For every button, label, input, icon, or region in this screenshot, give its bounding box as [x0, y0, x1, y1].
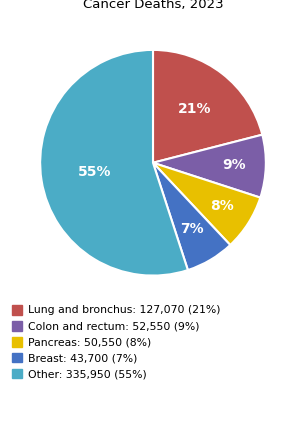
Title: Cancer Deaths, 2023: Cancer Deaths, 2023	[83, 0, 223, 11]
Legend: Lung and bronchus: 127,070 (21%), Colon and rectum: 52,550 (9%), Pancreas: 50,55: Lung and bronchus: 127,070 (21%), Colon …	[12, 305, 220, 379]
Text: © National Cancer Institute: © National Cancer Institute	[9, 415, 181, 426]
Wedge shape	[153, 50, 262, 163]
Text: 9%: 9%	[222, 158, 246, 172]
Wedge shape	[153, 163, 230, 270]
Text: 21%: 21%	[178, 102, 211, 116]
Text: 8%: 8%	[210, 199, 233, 213]
Wedge shape	[153, 163, 260, 245]
Text: 55%: 55%	[78, 165, 112, 179]
Wedge shape	[40, 50, 188, 276]
Text: 7%: 7%	[180, 222, 204, 236]
Wedge shape	[153, 135, 266, 197]
